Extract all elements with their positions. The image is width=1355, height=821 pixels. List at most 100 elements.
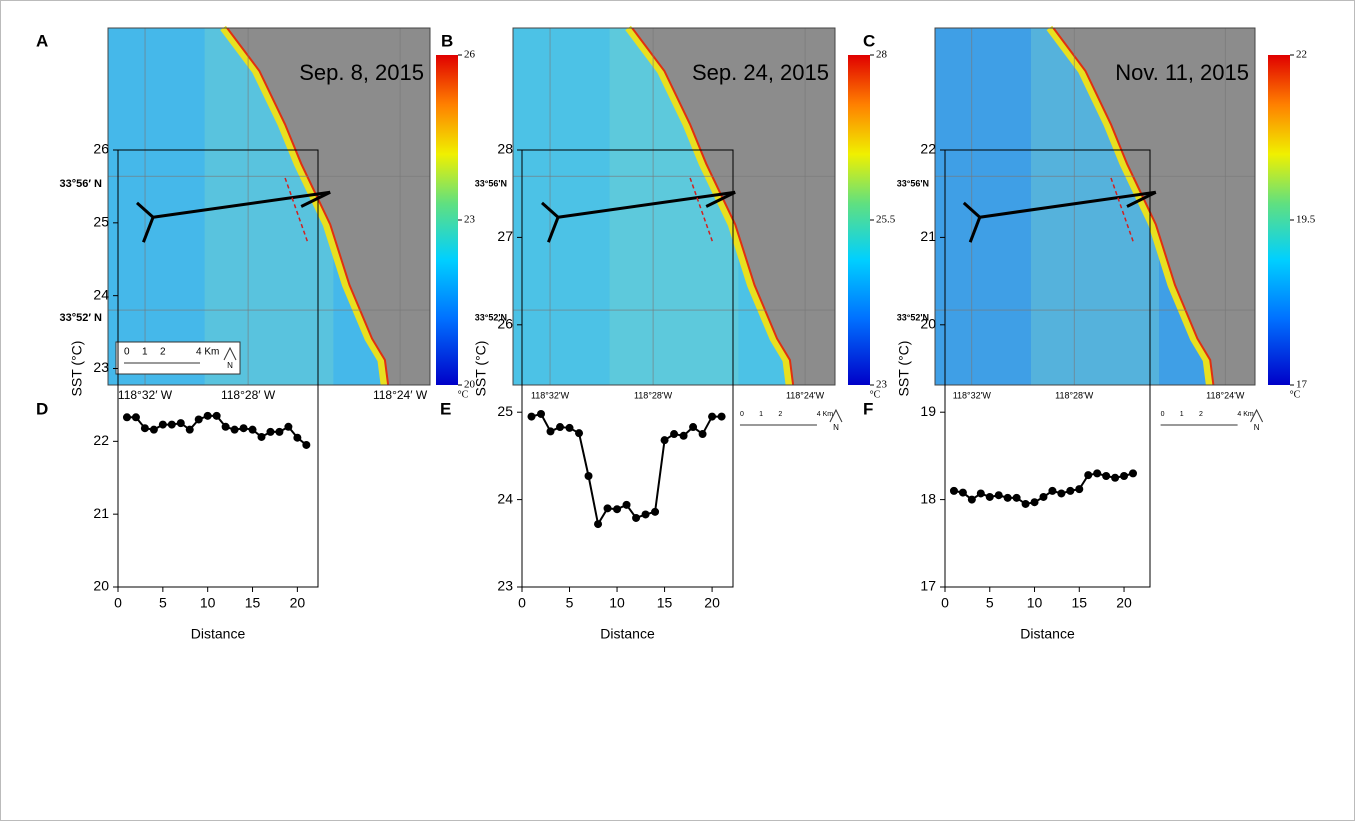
sst-point — [275, 427, 284, 436]
sst-point — [194, 415, 203, 424]
y-tick-label: 27 — [497, 228, 513, 244]
outfall — [968, 216, 982, 243]
x-tick-label: 10 — [1027, 595, 1043, 611]
x-tick-label: 5 — [986, 595, 994, 611]
north-label: N — [1254, 423, 1260, 432]
sst-point — [1111, 473, 1120, 482]
sst-point — [958, 488, 967, 497]
x-tick-label: 10 — [200, 595, 216, 611]
panel-letter: B — [441, 31, 453, 50]
panel-letter: D — [36, 399, 48, 418]
sst-point — [302, 440, 311, 449]
panel-letter: A — [36, 31, 48, 50]
x-tick-label: 0 — [114, 595, 122, 611]
sst-point — [176, 419, 185, 428]
lon-label: 118°24'W — [1206, 390, 1245, 400]
y-tick-label: 25 — [497, 403, 513, 419]
sst-point — [976, 489, 985, 498]
lat-label: 33°56'N — [475, 179, 507, 189]
land — [632, 28, 835, 385]
y-axis-label: SST (°C) — [69, 341, 85, 397]
y-axis-label: SST (°C) — [473, 341, 489, 397]
colorbar-label: 19.5 — [1296, 214, 1316, 226]
scale-label: 0 — [740, 411, 744, 418]
x-tick-label: 20 — [290, 595, 306, 611]
sst-point — [167, 420, 176, 429]
sst-point — [603, 504, 612, 513]
sst-point — [1102, 472, 1111, 481]
transect — [284, 177, 309, 243]
x-axis-label: Distance — [191, 626, 246, 642]
y-tick-label: 26 — [497, 316, 513, 332]
scale-label: 0 — [1161, 411, 1165, 418]
sst-point — [131, 413, 140, 422]
scale-label: 1 — [1180, 411, 1184, 418]
sst-point — [565, 423, 574, 432]
x-tick-label: 15 — [245, 595, 261, 611]
north-label: N — [833, 423, 839, 432]
scale-label: 4 Km — [817, 411, 834, 418]
scale-label: 1 — [142, 347, 148, 358]
y-tick-label: 20 — [920, 316, 936, 332]
scale-label: 2 — [1199, 411, 1203, 418]
sst-point — [1021, 499, 1030, 508]
colorbar-unit: °C — [458, 389, 469, 400]
land — [1053, 28, 1255, 385]
x-tick-label: 10 — [609, 595, 625, 611]
x-tick-label: 0 — [941, 595, 949, 611]
outfall — [135, 201, 155, 219]
sst-point — [221, 422, 230, 431]
lon-label: 118°28'W — [1055, 390, 1094, 400]
north-label: N — [227, 361, 233, 370]
sst-point — [994, 491, 1003, 500]
sst-point — [575, 429, 584, 438]
north-arrow — [829, 408, 843, 423]
sst-point — [689, 423, 698, 432]
sst-point — [1128, 469, 1137, 478]
lon-label: 118°28'W — [634, 390, 673, 400]
sst-point — [985, 492, 994, 501]
sst-point — [185, 425, 194, 434]
lat-label: 33°52'N — [475, 312, 507, 322]
coast-hot — [1052, 27, 1215, 386]
sst-point — [679, 431, 688, 440]
sst-point — [212, 411, 221, 420]
colorbar-label: 23 — [876, 379, 888, 391]
sst-point — [660, 436, 669, 445]
sst-point — [293, 433, 302, 442]
y-tick-label: 24 — [497, 490, 513, 506]
y-tick-label: 20 — [93, 578, 109, 594]
y-tick-label: 28 — [497, 141, 513, 157]
sst-point — [1120, 472, 1129, 481]
outfall — [962, 201, 981, 219]
y-tick-label: 21 — [93, 505, 109, 521]
map-date: Sep. 8, 2015 — [299, 60, 424, 85]
sst-point — [708, 412, 717, 421]
y-axis-label: SST (°C) — [896, 341, 912, 397]
colorbar — [1268, 55, 1290, 385]
panel-letter: C — [863, 31, 875, 50]
sst-point — [158, 420, 167, 429]
lon-label: 118°32′ W — [118, 388, 173, 402]
y-tick-label: 24 — [93, 286, 109, 302]
y-tick-label: 26 — [93, 141, 109, 157]
outfall — [152, 190, 331, 219]
colorbar-unit: °C — [870, 389, 881, 400]
sst-point — [230, 425, 239, 434]
north-arrow — [223, 346, 237, 361]
outfall — [300, 190, 331, 208]
north-arrow — [1250, 408, 1264, 423]
y-tick-label: 17 — [920, 578, 936, 594]
sst-point — [670, 430, 679, 439]
sst-point — [1084, 471, 1093, 480]
sst-point — [698, 430, 707, 439]
x-axis-label: Distance — [1020, 626, 1075, 642]
lon-label: 118°24′ W — [373, 388, 428, 402]
colorbar-label: 20 — [464, 379, 476, 391]
sst-point — [1012, 493, 1021, 502]
scale-label: 4 Km — [1237, 411, 1254, 418]
colorbar — [848, 55, 870, 385]
scale-box — [115, 341, 241, 375]
panel-letter: F — [863, 399, 873, 418]
